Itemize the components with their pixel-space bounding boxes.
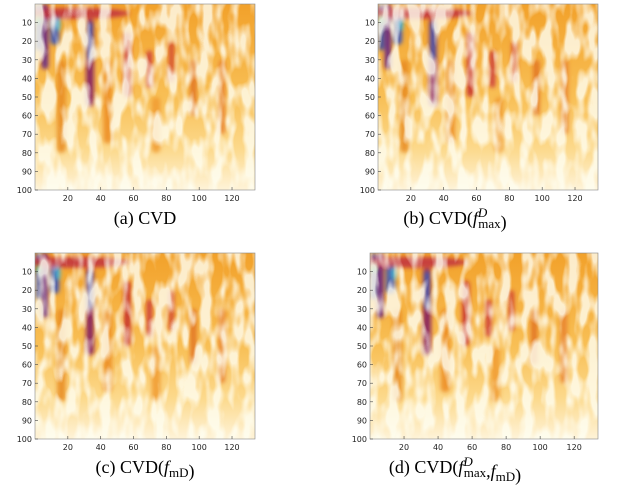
y-tick-label: 80: [22, 149, 32, 158]
x-tick-label: 20: [406, 194, 416, 203]
x-tick-label: 60: [471, 194, 481, 203]
y-tick-label: 20: [22, 286, 32, 295]
x-tick-label: 120: [567, 443, 582, 452]
y-tick-label: 40: [365, 74, 375, 83]
y-tick-label: 20: [357, 286, 367, 295]
y-tick-label: 10: [365, 19, 375, 28]
y-tick-label: 70: [365, 130, 375, 139]
heatmap: [378, 4, 598, 190]
y-tick-label: 40: [357, 323, 367, 332]
caption: (a) CVD: [114, 208, 176, 229]
caption-part: (b) CVD(: [403, 208, 473, 229]
x-tick-label: 60: [467, 443, 477, 452]
caption: (d) CVD(fD max,fmD): [389, 454, 521, 486]
caption-part: D: [477, 205, 488, 220]
y-tick-label: 20: [22, 37, 32, 46]
x-tick-label: 60: [128, 443, 138, 452]
caption-part: ): [189, 461, 195, 482]
texture: [35, 4, 255, 190]
y-tick-label: 100: [360, 186, 375, 195]
caption-part: f: [491, 461, 499, 481]
y-tick-label: 40: [22, 323, 32, 332]
y-tick-label: 60: [22, 361, 32, 370]
x-tick-label: 40: [439, 194, 449, 203]
caption-part: ): [515, 465, 521, 486]
caption: (c) CVD(fmD): [96, 457, 195, 482]
caption-part: max: [464, 465, 487, 480]
y-tick-label: 80: [357, 398, 367, 407]
panel: 10 20 30 40 50 60 70 80 90 100 20 40 60 80 100 120 (a) C…: [17, 3, 256, 229]
y-tick-label: 10: [357, 268, 367, 277]
x-tick-label: 80: [161, 443, 171, 452]
x-tick-label: 120: [224, 443, 239, 452]
caption-part: f: [164, 457, 172, 477]
y-tick-label: 30: [22, 56, 32, 65]
caption-part: f: [473, 208, 481, 228]
y-tick-label: 30: [22, 305, 32, 314]
y-tick-label: 80: [365, 149, 375, 158]
x-tick-label: 80: [501, 443, 511, 452]
y-tick-label: 70: [357, 379, 367, 388]
y-tick-label: 40: [22, 74, 32, 83]
caption: (b) CVD(fD max): [403, 205, 506, 233]
caption-part: f: [458, 457, 466, 477]
x-tick-label: 20: [63, 443, 73, 452]
heatmap: [370, 253, 598, 439]
y-tick-label: 100: [352, 435, 367, 444]
panel: 10 20 30 40 50 60 70 80 90 100 20 40 60 80 100 120 (b) C…: [360, 3, 599, 233]
caption-part: mD: [496, 469, 516, 484]
caption-part: ,: [486, 461, 491, 481]
x-tick-label: 40: [433, 443, 443, 452]
panel: 10 20 30 40 50 60 70 80 90 100 20 40 60 80 100 120 (c) C…: [17, 252, 256, 482]
texture: [378, 4, 598, 190]
y-tick-label: 80: [22, 398, 32, 407]
y-tick-label: 60: [22, 112, 32, 121]
y-tick-label: 60: [365, 112, 375, 121]
panel: 10 20 30 40 50 60 70 80 90 100 20 40 60 80 100 120 (d) C…: [352, 252, 599, 486]
y-tick-label: 90: [22, 167, 32, 176]
x-tick-label: 60: [128, 194, 138, 203]
y-tick-label: 50: [365, 93, 375, 102]
heatmap: [35, 253, 255, 439]
y-tick-label: 90: [365, 167, 375, 176]
y-tick-label: 10: [22, 19, 32, 28]
y-tick-label: 50: [357, 342, 367, 351]
y-tick-label: 70: [22, 379, 32, 388]
caption-part: max: [478, 216, 501, 231]
x-tick-label: 80: [504, 194, 514, 203]
caption-part: ): [501, 212, 507, 233]
caption-part: mD: [169, 465, 189, 480]
x-tick-label: 20: [63, 194, 73, 203]
y-tick-label: 50: [22, 342, 32, 351]
x-tick-label: 100: [192, 443, 207, 452]
y-tick-label: 100: [17, 435, 32, 444]
x-tick-label: 80: [161, 194, 171, 203]
x-tick-label: 100: [192, 194, 207, 203]
y-tick-label: 60: [357, 361, 367, 370]
texture: [370, 253, 598, 439]
x-tick-label: 20: [399, 443, 409, 452]
caption-part: (a) CVD: [114, 208, 176, 229]
x-tick-label: 100: [535, 194, 550, 203]
y-tick-label: 20: [365, 37, 375, 46]
y-tick-label: 100: [17, 186, 32, 195]
y-tick-label: 30: [357, 305, 367, 314]
heatmap: [35, 4, 255, 190]
x-tick-label: 100: [533, 443, 548, 452]
y-tick-label: 70: [22, 130, 32, 139]
y-tick-label: 50: [22, 93, 32, 102]
texture: [35, 253, 255, 439]
y-tick-label: 90: [22, 416, 32, 425]
y-tick-label: 10: [22, 268, 32, 277]
x-tick-label: 120: [567, 194, 582, 203]
caption-part: (d) CVD(: [389, 457, 459, 478]
caption-part: D: [462, 454, 473, 469]
x-tick-label: 40: [96, 443, 106, 452]
y-tick-label: 30: [365, 56, 375, 65]
y-tick-label: 90: [357, 416, 367, 425]
caption-part: (c) CVD(: [96, 457, 164, 478]
x-tick-label: 120: [224, 194, 239, 203]
x-tick-label: 40: [96, 194, 106, 203]
